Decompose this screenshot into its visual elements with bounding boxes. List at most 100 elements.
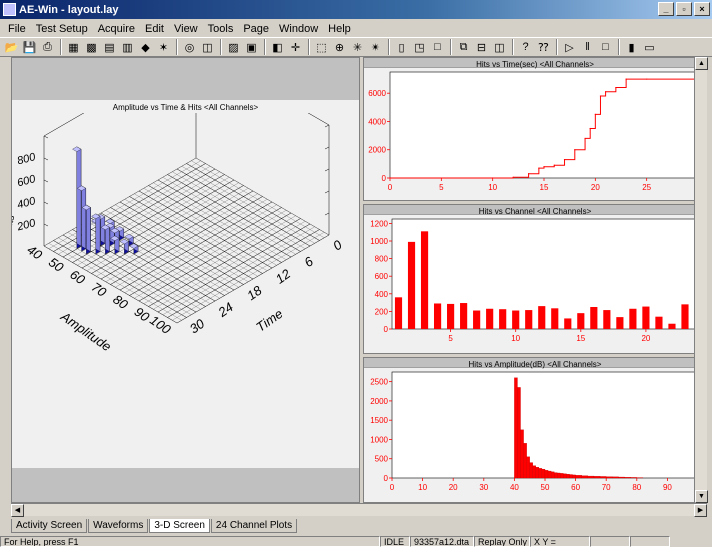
tab-24-channel-plots[interactable]: 24 Channel Plots — [210, 519, 298, 533]
bar — [525, 310, 533, 329]
save-icon[interactable]: 💾 — [22, 41, 37, 54]
display-icon[interactable]: ▭ — [644, 41, 655, 54]
pause-icon[interactable]: ‖ — [585, 41, 590, 53]
channel-icon[interactable]: ◫ — [202, 41, 213, 54]
bar-3d-top — [72, 146, 82, 152]
floor-grid-line — [53, 240, 187, 318]
context-help-icon[interactable]: ⁇ — [538, 41, 549, 54]
bar — [486, 308, 494, 329]
tab-3-d-screen[interactable]: 3-D Screen — [149, 519, 210, 533]
menu-view[interactable]: View — [173, 22, 198, 35]
bar-3d-top — [119, 238, 129, 245]
title-bar[interactable]: AE-Win - layout.lay _ ▫ × — [0, 0, 712, 19]
bar — [575, 475, 582, 479]
page-icon[interactable]: ▯ — [398, 41, 405, 54]
status-cell — [590, 536, 630, 547]
stars-icon[interactable]: ✴ — [370, 41, 381, 54]
floor-grid-line — [143, 188, 277, 266]
menu-window[interactable]: Window — [279, 22, 319, 35]
minimize-button[interactable]: _ — [658, 2, 674, 16]
columns-icon[interactable]: ◫ — [494, 41, 505, 54]
window-controls: _ ▫ × — [658, 2, 710, 16]
restore-button[interactable]: ▫ — [676, 2, 692, 16]
scroll-up-icon[interactable]: ▲ — [695, 57, 708, 70]
menu-test-setup[interactable]: Test Setup — [35, 22, 88, 35]
bar — [541, 468, 546, 479]
window-title: AE-Win - layout.lay — [19, 3, 119, 16]
bar — [569, 474, 573, 479]
window-icon[interactable]: ▣ — [246, 41, 257, 54]
floor-grid-line — [110, 207, 244, 285]
record-icon[interactable]: ▮ — [628, 41, 635, 54]
close-button[interactable]: × — [694, 2, 710, 16]
bar — [551, 308, 559, 329]
data-point — [563, 159, 566, 161]
filter-icon[interactable]: ◆ — [141, 41, 150, 54]
bar-3d-top — [100, 224, 110, 230]
toolbar-separator — [450, 39, 452, 55]
bar — [590, 307, 598, 329]
play-icon[interactable]: ▷ — [565, 41, 574, 54]
x-tick-label: 5 — [439, 183, 444, 192]
split-icon[interactable]: ⊟ — [476, 41, 487, 54]
plot-3d-pane[interactable]: Amplitude vs Time & Hits <All Channels> … — [11, 57, 360, 503]
hits-vs-time-pane[interactable]: Hits vs Time(sec) <All Channels> 0 2000 40… — [363, 57, 707, 201]
status-file: 93357a12.dta — [410, 536, 474, 547]
screen-icon[interactable]: ◧ — [272, 41, 283, 54]
chart-title: Hits vs Channel <All Channels> — [478, 207, 592, 216]
menu-file[interactable]: File — [8, 22, 26, 35]
scroll-right-icon[interactable]: ▶ — [694, 504, 707, 517]
toolbar-separator — [264, 39, 266, 55]
axis-line — [43, 113, 85, 137]
floor-grid-line — [72, 229, 206, 307]
location-icon[interactable]: ✶ — [158, 41, 169, 54]
frame-icon[interactable]: □ — [434, 41, 441, 53]
menu-acquire[interactable]: Acquire — [97, 22, 136, 35]
graph-icon[interactable]: ▦ — [68, 41, 79, 54]
floor-grid-line — [115, 204, 249, 282]
floor-grid-line — [148, 185, 282, 263]
zoom-icon[interactable]: ⬚ — [316, 41, 327, 54]
floor-grid-line — [191, 160, 325, 238]
pages-icon[interactable]: ◳ — [414, 41, 425, 54]
status-mode: Replay Only — [474, 536, 530, 547]
star-icon[interactable]: ✳ — [352, 41, 363, 54]
grid-icon[interactable]: ▩ — [86, 41, 97, 54]
hits-vs-amplitude-pane[interactable]: Hits vs Amplitude(dB) <All Channels> 0 50… — [363, 357, 707, 503]
menu-tools[interactable]: Tools — [207, 22, 234, 35]
copy-icon[interactable]: ⧉ — [459, 40, 468, 53]
hits-vs-channel-pane[interactable]: Hits vs Channel <All Channels> 0 200 400 60… — [363, 204, 707, 354]
x-tick-label: 10 — [418, 483, 427, 492]
scroll-left-icon[interactable]: ◀ — [11, 504, 24, 517]
zoom-in-icon[interactable]: ⊕ — [334, 41, 345, 54]
tab-activity-screen[interactable]: Activity Screen — [11, 519, 88, 533]
table-icon[interactable]: ▤ — [104, 41, 115, 54]
cross-icon[interactable]: ✛ — [290, 41, 301, 54]
y-tick-label: 400 — [375, 290, 389, 299]
x-tick-label: 30 — [479, 483, 488, 492]
pane-header — [364, 58, 706, 68]
stop-icon[interactable]: □ — [602, 41, 609, 53]
tab-waveforms[interactable]: Waveforms — [88, 519, 149, 533]
y-tick-label: 2000 — [368, 146, 386, 155]
print-icon[interactable]: ⎙ — [43, 40, 52, 53]
scroll-down-icon[interactable]: ▼ — [695, 490, 708, 503]
help-icon[interactable]: ? — [522, 41, 529, 53]
menu-edit[interactable]: Edit — [145, 22, 164, 35]
floor-grid-line — [138, 190, 273, 269]
time-tick-label: 18 — [244, 282, 265, 303]
open-icon[interactable]: 📂 — [4, 41, 19, 54]
plot-3d-title: Amplitude vs Time & Hits <All Channels> — [112, 103, 259, 112]
menu-page[interactable]: Page — [243, 22, 270, 35]
data-point — [605, 91, 607, 93]
plot-icon[interactable]: ▨ — [228, 41, 239, 54]
menu-help[interactable]: Help — [328, 22, 351, 35]
vertical-scrollbar[interactable]: ▲ ▼ — [694, 57, 708, 503]
target-icon[interactable]: ◎ — [184, 41, 195, 54]
bars-icon[interactable]: ▥ — [122, 41, 133, 54]
horizontal-scrollbar[interactable]: ◀ ▶ — [11, 503, 707, 517]
screen-tabs: Activity Screen Waveforms 3-D Screen 24 Cha… — [11, 519, 298, 534]
x-tick-label: 0 — [390, 483, 395, 492]
bar — [593, 476, 601, 479]
